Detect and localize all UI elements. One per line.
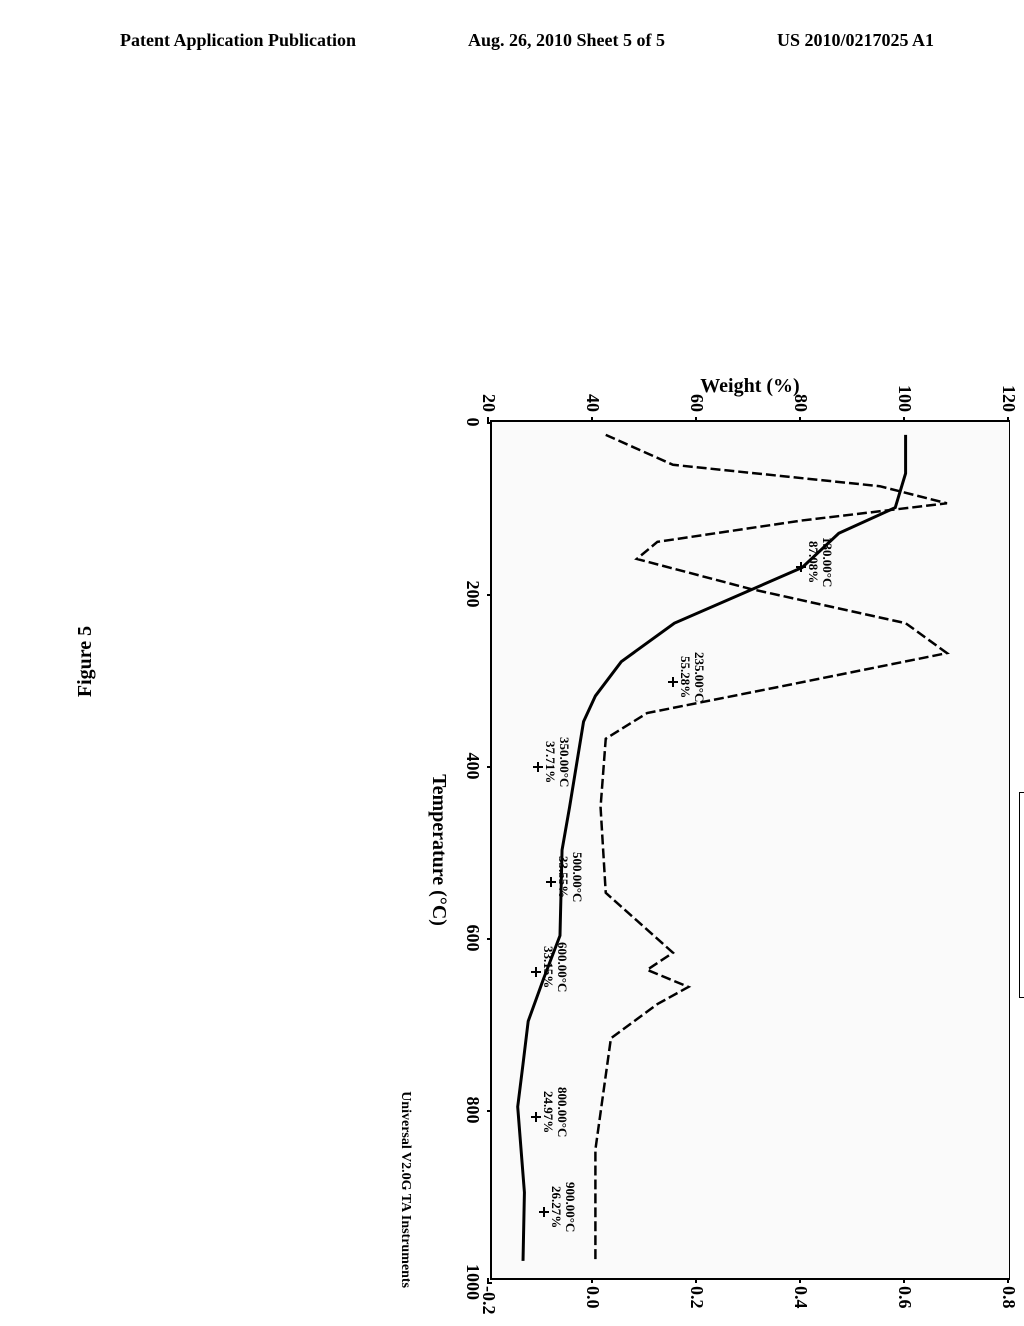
data-annotation: 900.00°C26.27%: [548, 1182, 577, 1232]
header-center: Aug. 26, 2010 Sheet 5 of 5: [468, 30, 665, 51]
x-axis-label: Temperature (°C): [427, 774, 450, 926]
legend: ─── ─ Deriv. Weight (%/°C): [1019, 792, 1024, 998]
instrument-label: Universal V2.0G TA Instruments: [397, 1091, 413, 1288]
header-left: Patent Application Publication: [120, 30, 356, 51]
x-tick: 800: [462, 1097, 483, 1124]
y-right-tick: 0.2: [686, 1286, 707, 1326]
y-right-tick: 0.0: [582, 1286, 603, 1326]
data-annotation: 500.00°C33.55%: [555, 852, 584, 902]
header-right: US 2010/0217025 A1: [777, 30, 934, 51]
figure-container: Figure 5 Weight (%) Temperature (°C) ───…: [100, 140, 910, 1200]
y-right-tick: 0.6: [894, 1286, 915, 1326]
y-left-tick: 60: [686, 372, 707, 412]
y-right-tick: 0.8: [998, 1286, 1019, 1326]
data-annotation: 600.00°C33.15%: [540, 942, 569, 992]
y-right-tick: 0.4: [790, 1286, 811, 1326]
chart-curves: [492, 422, 1009, 1278]
y-left-tick: 120: [998, 372, 1019, 412]
data-annotation: 350.00°C37.71%: [542, 737, 571, 787]
x-tick: 1000: [462, 1264, 483, 1300]
plot-area: Weight (%) Temperature (°C) ─── ─ Deriv.…: [490, 420, 1010, 1280]
x-tick: 400: [462, 753, 483, 780]
y-left-axis-label: Weight (%): [701, 375, 800, 398]
data-annotation: 235.00°C55.28%: [677, 652, 706, 702]
x-tick: 0: [462, 418, 483, 427]
y-left-tick: 20: [478, 372, 499, 412]
chart-box: Weight (%) Temperature (°C) ─── ─ Deriv.…: [10, 310, 1024, 1030]
data-annotation: 130.00°C87.08%: [805, 537, 834, 587]
y-left-tick: 40: [582, 372, 603, 412]
x-tick: 200: [462, 581, 483, 608]
y-left-tick: 100: [894, 372, 915, 412]
x-tick: 600: [462, 925, 483, 952]
data-annotation: 800.00°C24.97%: [540, 1087, 569, 1137]
y-left-tick: 80: [790, 372, 811, 412]
